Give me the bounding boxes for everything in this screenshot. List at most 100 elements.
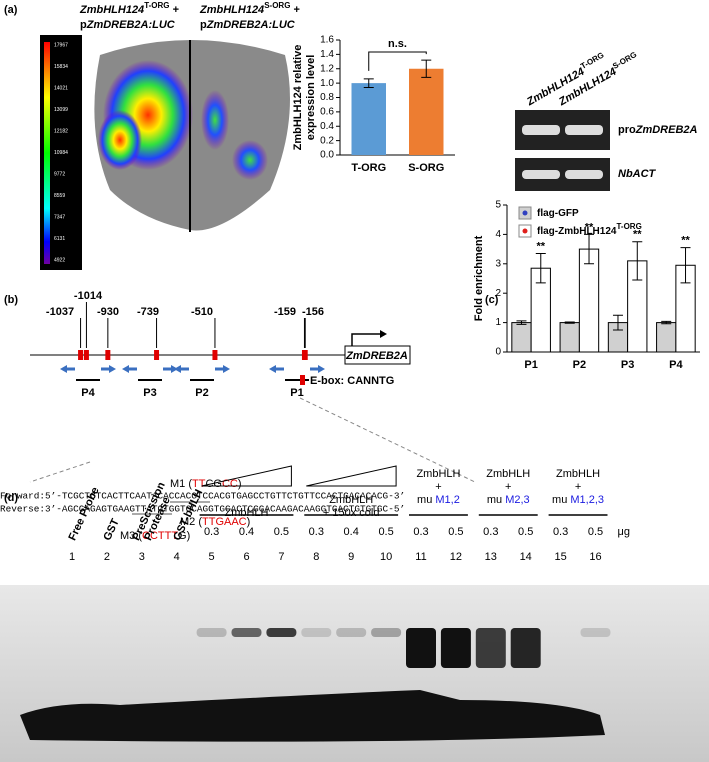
x-tick-label: S-ORG [408,162,444,174]
ebox-mark [83,350,89,360]
y-tick-label: 0.0 [320,150,334,161]
colorbar-label: 14021 [54,85,68,91]
group-label: mu M2,3 [487,494,530,506]
lane-number: 1 [69,551,75,563]
colorbar-label: 13099 [54,107,68,113]
error-bar [564,321,575,324]
position-label: -510 [191,306,213,318]
shifted-band [266,628,297,637]
mu: mu [552,494,570,506]
lane-number: 9 [348,551,354,563]
group-label: + [575,481,581,493]
luciferase-signal [98,110,142,170]
lane-number: 15 [554,551,566,563]
mutant: M2,3 [505,494,529,506]
colorbar [44,42,50,264]
group-label: + 150x cold [323,507,380,519]
legend-name: flag-ZmbHLH124 [537,226,617,237]
primer-arrow [122,365,137,373]
error-bar [612,314,623,331]
colorbar-label: 12182 [54,128,68,134]
gel-band [565,170,603,179]
mu: mu [487,494,505,506]
bar [351,83,386,155]
significance: ** [633,229,642,241]
primer-label: P4 [81,387,95,399]
amount: 0.4 [239,526,254,538]
panel-label: (a) [4,4,18,16]
position-label: -739 [137,306,159,318]
group-label: ZmbHLH [416,468,460,480]
lane-number: 12 [450,551,462,563]
group-label: ZmbHLH [556,468,600,480]
annotation: n.s. [388,38,407,50]
lane-number: 11 [415,551,426,563]
position-label: -159 [274,306,296,318]
legend-sup: T-ORG [616,222,641,231]
x-tick-label: P4 [669,359,683,371]
legend-label: flag-ZmbHLH124T-ORG [537,222,642,237]
gel-band [565,125,603,135]
bar [578,248,600,353]
lane-number: 14 [520,551,532,563]
lane-number: 16 [589,551,601,563]
lane-number: 5 [209,551,215,563]
group-label: ZmbHLH [224,507,268,519]
y-tick-label: 1.0 [320,78,334,89]
zoom-line [29,461,91,483]
amount: 0.4 [344,526,359,538]
amount: 0.3 [413,526,428,538]
ebox-key [300,375,305,385]
lane-number: 4 [174,551,180,563]
x-tick-label: P2 [573,359,586,371]
x-tick-label: P1 [524,359,537,371]
amount: 0.3 [204,526,219,538]
tss-arrow [351,333,382,346]
ebox-mark [105,350,111,360]
group-label: mu M1,2,3 [552,494,604,506]
significance: ** [585,221,594,233]
shifted-band [231,628,262,637]
lane-number: 13 [485,551,497,563]
amount: 0.5 [274,526,289,538]
shifted-band [475,628,506,668]
bar [656,322,677,353]
y-tick-label: 4 [495,229,501,240]
primer-arrow [310,365,325,373]
y-tick-label: 0.2 [320,135,334,146]
y-tick-label: 0.6 [320,107,334,118]
primer-label: P3 [143,387,156,399]
colorbar-label: 7347 [54,214,65,220]
gene-box [344,345,411,365]
colorbar-label: 17967 [54,42,68,48]
position-label: -156 [302,306,324,318]
gradient-wedge [201,465,292,487]
position-label: -1014 [74,290,103,302]
forward-seq: Forward:5’-TCGCTCTCACTTCAATACACCACGTCCAC… [0,490,405,501]
group-label: ZmbHLH [486,468,530,480]
amount: 0.3 [483,526,498,538]
lane-number: 10 [380,551,392,563]
y-tick-label: 0.8 [320,92,334,103]
leaf-label: pZmDREB2A:LUC [80,19,176,31]
ebox-mark [78,350,84,360]
shifted-band [371,628,402,637]
significance: ** [681,235,690,247]
bar [559,322,580,353]
y-tick-label: 1.2 [320,63,334,74]
error-bar [421,59,432,78]
gel-band [522,170,560,179]
position-label: -1037 [46,306,74,318]
amount: 0.3 [309,526,324,538]
lane-number: 2 [104,551,110,563]
y-tick-label: 0 [495,347,501,358]
error-bar [661,320,672,325]
mu: mu [417,494,435,506]
zoom-line [299,397,476,483]
ebox-mark [154,350,160,360]
shifted-band [510,628,541,668]
primer-label: P1 [290,387,303,399]
significance: ** [536,240,545,252]
lane-number: 6 [243,551,249,563]
leaf-label: ZmbHLH124S-ORG + [199,1,300,16]
